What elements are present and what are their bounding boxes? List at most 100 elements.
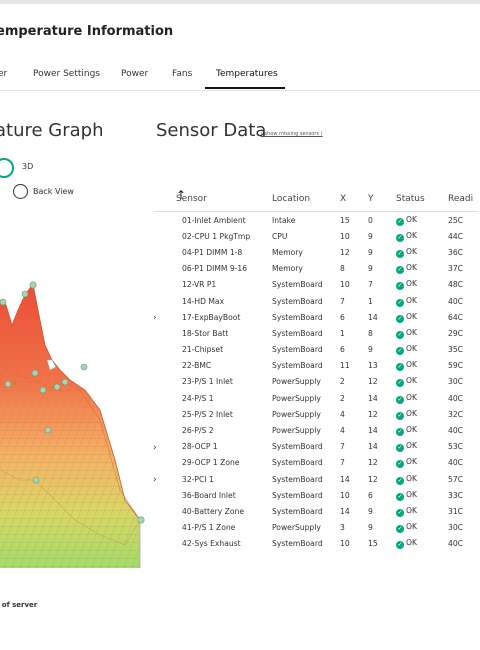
sensor-y: 14 [368,393,378,403]
sensor-reading: 57C [448,474,463,484]
radio-3d[interactable] [0,158,14,178]
status-text: OK [406,441,417,451]
check-circle-icon: ✓ [396,541,404,550]
sensor-y: 9 [368,506,373,516]
sensor-point [4,380,12,388]
sensor-table: ↑ Sensor Location X Y Status Readi 01-Inl… [154,187,478,552]
page-title: emperature Information [0,24,174,39]
sensor-name: 24-P/S 1 [182,393,214,403]
sensor-x: 7 [340,458,345,468]
status-text: OK [406,457,417,467]
check-circle-icon: ✓ [396,508,404,517]
sensor-y: 8 [368,328,373,338]
chevron-right-icon[interactable]: › [153,313,157,323]
check-circle-icon: ✓ [396,266,404,275]
sensor-status: ✓ OK [396,309,448,325]
sensor-reading: 40C [448,458,463,468]
status-text: OK [406,230,417,240]
table-row: 04-P1 DIMM 1-8 Memory 12 9 ✓ OK 36C [154,244,478,260]
table-row: 23-P/S 1 Inlet PowerSupply 2 12 ✓ OK 30C [154,374,478,390]
tab-power[interactable]: Power [121,69,149,79]
sensor-status: ✓ OK [396,536,448,552]
sensor-x: 14 [340,506,350,516]
table-row: 29-OCP 1 Zone SystemBoard 7 12 ✓ OK 40C [154,455,478,471]
sensor-location: SystemBoard [272,442,323,452]
radio-3d-label: 3D [22,162,34,171]
tab-temperatures[interactable]: Temperatures [216,69,278,79]
table-row: 21-Chipset SystemBoard 6 9 ✓ OK 35C [154,342,478,358]
table-row: 26-P/S 2 PowerSupply 4 14 ✓ OK 40C [154,422,478,438]
column-header-sensor[interactable]: ↑ Sensor [154,187,272,212]
arrow-up-icon: ↑ [176,188,187,202]
column-header-location[interactable]: Location [272,187,340,212]
sensor-location: Memory [272,247,303,257]
sensor-name: 26-P/S 2 [182,426,214,436]
chevron-right-icon[interactable]: › [153,475,157,485]
sensor-point [61,378,69,386]
sensor-point [53,383,61,391]
sensor-name: 23-P/S 1 Inlet [182,377,233,387]
sensor-y: 9 [368,264,373,274]
sensor-reading: 33C [448,490,463,500]
sensor-reading: 35C [448,345,463,355]
table-row: 18-Stor Batt SystemBoard 1 8 ✓ OK 29C [154,325,478,341]
status-text: OK [406,505,417,515]
column-header-status[interactable]: Status [396,187,448,212]
chevron-right-icon[interactable]: › [153,443,157,453]
check-circle-icon: ✓ [396,476,404,485]
sensor-status: ✓ OK [396,390,448,406]
sensor-location: SystemBoard [272,458,323,468]
sensor-x: 12 [340,247,350,257]
sensor-status: ✓ OK [396,261,448,277]
sensor-name: 41-P/S 1 Zone [182,523,236,533]
table-row[interactable]: 32-PCI 1 SystemBoard 14 12 ✓ OK 57C [154,471,478,487]
sensor-status: ✓ OK [396,422,448,438]
sensor-location: SystemBoard [272,539,323,549]
sensor-location: SystemBoard [272,328,323,338]
table-row: 42-Sys Exhaust SystemBoard 10 15 ✓ OK 40C [154,536,478,552]
sensor-reading: 36C [448,247,463,257]
sensor-point [44,426,52,434]
status-text: OK [406,360,417,370]
check-circle-icon: ✓ [396,314,404,323]
sensor-reading: 40C [448,393,463,403]
table-row: 01-Inlet Ambient Intake 15 0 ✓ OK 25C [154,212,478,229]
sensor-name: 02-CPU 1 PkgTmp [182,231,251,241]
sensor-status: ✓ OK [396,293,448,309]
status-text: OK [406,408,417,418]
column-header-reading[interactable]: Readi [448,187,478,212]
sensor-location: PowerSupply [272,426,321,436]
status-text: OK [406,263,417,273]
tab-power-settings[interactable]: Power Settings [33,69,100,79]
check-circle-icon: ✓ [396,282,404,291]
status-text: OK [406,376,417,386]
sensor-reading: 32C [448,409,463,419]
sensor-reading: 31C [448,506,463,516]
tab-fans[interactable]: Fans [172,69,193,79]
sensor-status: ✓ OK [396,244,448,260]
sensor-location: Memory [272,264,303,274]
sensor-name: 14-HD Max [182,296,225,306]
column-header-x[interactable]: X [340,187,368,212]
table-row[interactable]: 17-ExpBayBoot SystemBoard 6 14 ✓ OK 64C [154,309,478,325]
column-header-y[interactable]: Y [368,187,396,212]
status-text: OK [406,246,417,256]
sensor-name: 29-OCP 1 Zone [182,458,240,468]
sensor-x: 15 [340,215,350,225]
sensor-point [29,281,37,289]
sensor-y: 13 [368,361,378,371]
radio-back-view[interactable] [13,184,28,199]
status-text: OK [406,473,417,483]
sensor-y: 12 [368,409,378,419]
sensor-point [39,386,47,394]
sensor-status: ✓ OK [396,406,448,422]
sensor-location: SystemBoard [272,361,323,371]
sensor-name: 25-P/S 2 Inlet [182,409,233,419]
sensor-status: ✓ OK [396,503,448,519]
show-missing-sensors-link[interactable]: ( show missing sensors ) [261,131,323,137]
tab-overview[interactable]: er [0,69,8,79]
table-row[interactable]: 28-OCP 1 SystemBoard 7 14 ✓ OK 53C [154,439,478,455]
sensor-x: 7 [340,296,345,306]
sensor-reading: 40C [448,539,463,549]
sensor-status: ✓ OK [396,439,448,455]
